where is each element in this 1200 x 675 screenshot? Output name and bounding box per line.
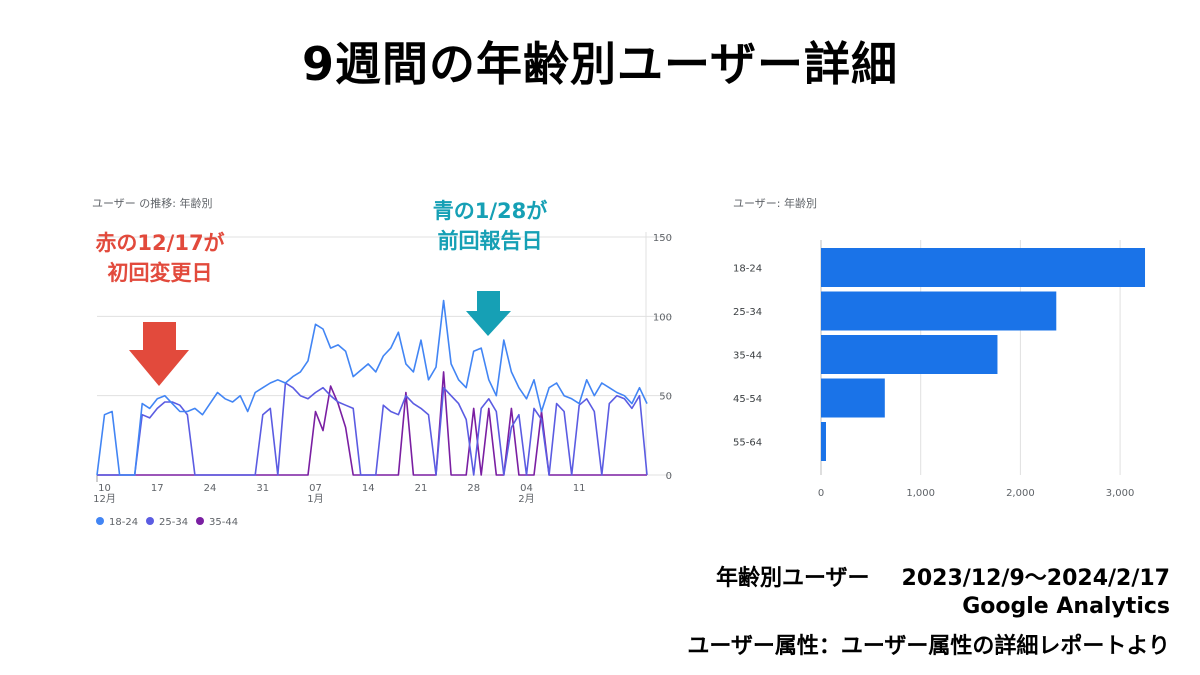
x-tick-label: 17: [151, 483, 164, 494]
x-tick-label: 04: [520, 483, 533, 494]
legend-label: 25-34: [159, 517, 188, 528]
bar-18-24: [821, 248, 1146, 287]
x-tick-label: 0: [818, 488, 824, 499]
legend-label: 35-44: [209, 517, 238, 528]
x-tick-label: 11: [573, 483, 586, 494]
footer-period-line: 年齢別ユーザー 2023/12/9〜2024/2/17: [716, 560, 1170, 592]
red-annotation: 赤の12/17が 初回変更日: [60, 228, 260, 288]
bar-category-label: 55-64: [733, 438, 762, 449]
bar-chart-title: ユーザー: 年齢別: [733, 197, 817, 210]
bar-55-64: [821, 422, 826, 461]
legend-marker-25-34: [146, 517, 154, 525]
teal-annotation-line-1: 青の1/28が: [432, 199, 548, 223]
x-tick-label: 07: [309, 483, 322, 494]
y-tick-label: 50: [659, 392, 672, 403]
bar-45-54: [821, 378, 885, 418]
x-tick-label: 10: [98, 483, 111, 494]
series-line-25-34: [97, 382, 648, 476]
x-tick-label: 24: [204, 483, 217, 494]
bar-category-label: 45-54: [733, 394, 762, 405]
footer-report: ユーザー属性：ユーザー属性の詳細レポートより: [687, 634, 1170, 659]
legend-marker-35-44: [196, 517, 204, 525]
x-tick-label: 3,000: [1106, 488, 1135, 499]
x-tick-label: 28: [467, 483, 480, 494]
x-tick-month: 1月: [307, 493, 323, 505]
x-tick-month: 2月: [518, 493, 534, 505]
footer-source: Google Analytics: [962, 594, 1170, 619]
line-chart-title: ユーザー の推移: 年齢別: [92, 197, 213, 210]
teal-down-arrow-icon: [466, 291, 511, 336]
x-tick-label: 14: [362, 483, 375, 494]
bar-25-34: [821, 291, 1057, 331]
x-tick-label: 2,000: [1006, 488, 1035, 499]
legend-marker-18-24: [96, 517, 104, 525]
teal-annotation: 青の1/28が 前回報告日: [390, 196, 590, 256]
footer-period: 2023/12/9〜2024/2/17: [901, 566, 1170, 591]
legend-label: 18-24: [109, 517, 138, 528]
teal-annotation-line-2: 前回報告日: [437, 229, 543, 253]
bar-category-label: 35-44: [733, 351, 762, 362]
x-tick-month: 12月: [93, 493, 116, 505]
red-annotation-line-1: 赤の12/17が: [95, 231, 225, 255]
x-tick-label: 31: [256, 483, 269, 494]
footer-label: 年齢別ユーザー: [715, 566, 870, 591]
bar-category-label: 25-34: [733, 307, 762, 318]
y-tick-label: 100: [653, 312, 672, 323]
y-tick-label: 150: [653, 233, 672, 244]
red-annotation-line-2: 初回変更日: [107, 261, 213, 285]
x-tick-label: 1,000: [906, 488, 935, 499]
bar-category-label: 18-24: [733, 264, 762, 275]
series-line-18-24: [96, 299, 648, 476]
red-down-arrow-icon: [129, 322, 189, 386]
bar-35-44: [821, 335, 998, 374]
y-tick-label: 0: [666, 471, 672, 482]
page-title: 9週間の年齢別ユーザー詳細: [301, 37, 899, 91]
x-tick-label: 21: [415, 483, 428, 494]
